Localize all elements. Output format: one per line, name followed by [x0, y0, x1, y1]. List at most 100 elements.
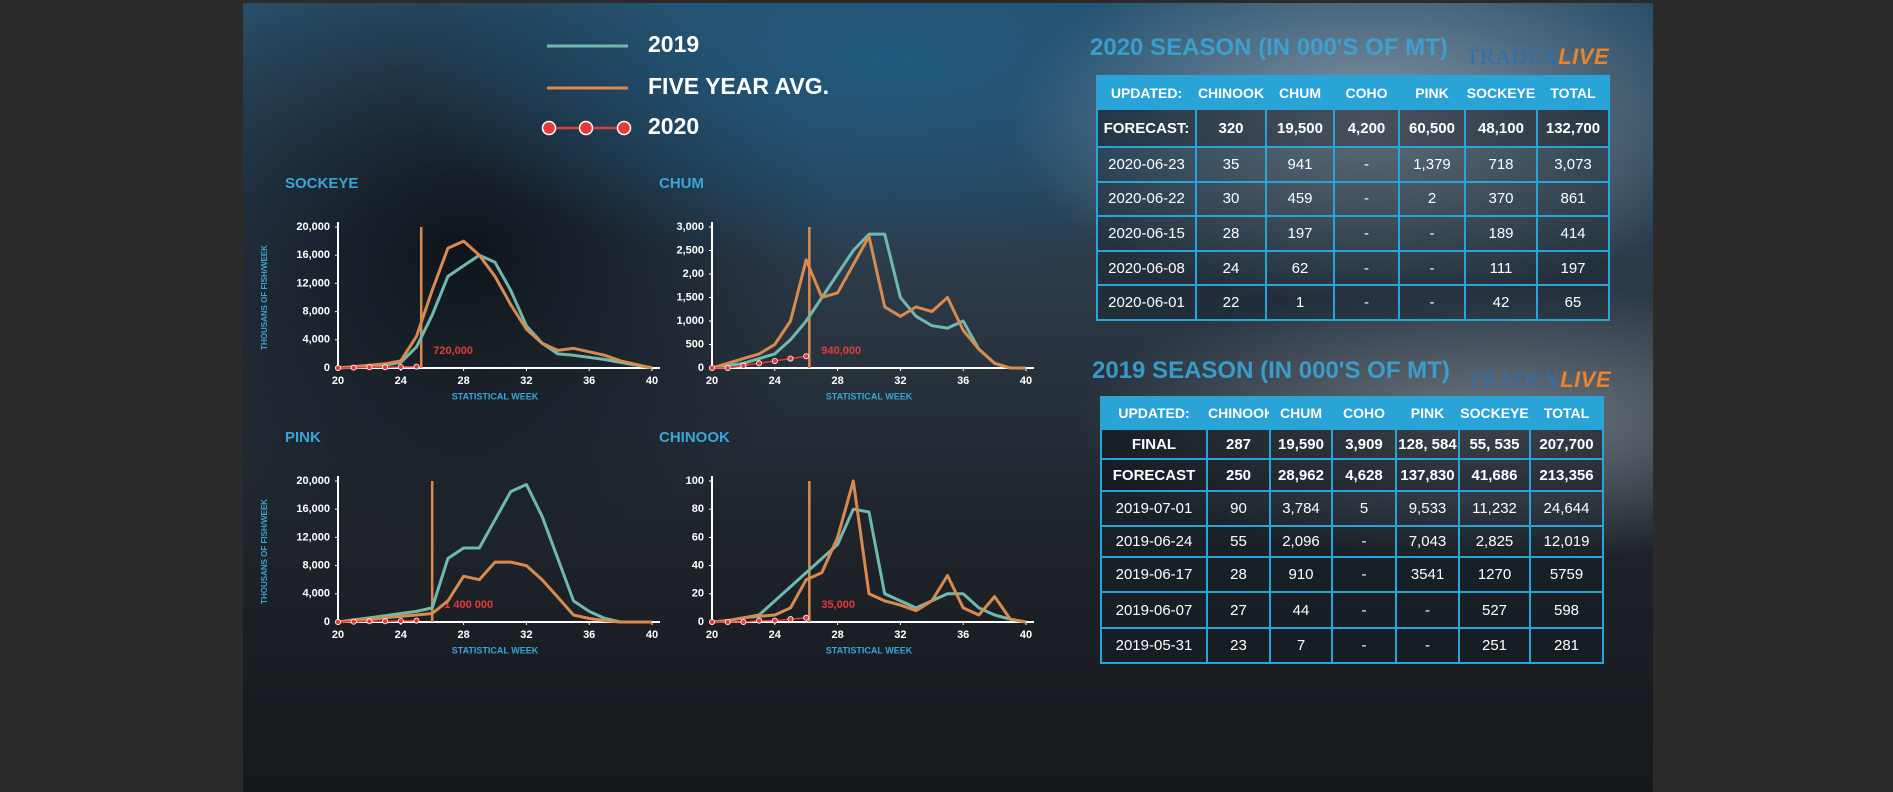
series-marker [771, 617, 778, 624]
table-cell: 62 [1265, 249, 1335, 287]
table-cell: - [1333, 146, 1400, 183]
table-title: 2020 SEASON (IN 000'S OF MT) [1090, 34, 1448, 61]
table-cell: 213,356 [1529, 458, 1604, 492]
series-marker [740, 619, 747, 626]
table-cell: 5759 [1529, 556, 1604, 593]
table-cell: 197 [1536, 249, 1610, 287]
y-tick-label: 3,000 [676, 221, 704, 233]
logo-text: TRADEX [1468, 367, 1561, 392]
table-row: 2020-06-01 22 1- -42 65 [1096, 284, 1610, 321]
y-tick-label: 0 [698, 616, 704, 628]
series-marker [724, 619, 731, 626]
y-tick-label: 60 [692, 531, 704, 543]
table-cell: 65 [1536, 284, 1610, 321]
series-line [711, 232, 1026, 370]
header-cell: TOTAL [1529, 396, 1604, 430]
table-cell: 2020-06-22 [1096, 180, 1197, 218]
header-cell: CHINOOK [1195, 75, 1267, 110]
series-marker [397, 363, 404, 370]
table-cell: 1 [1265, 284, 1335, 321]
series-marker [413, 617, 420, 624]
series-line [711, 507, 1027, 624]
table-cell: 910 [1269, 556, 1333, 593]
y-tick-label: 16,000 [296, 503, 330, 515]
header-cell: TOTAL [1536, 75, 1610, 110]
x-tick-label: 40 [1020, 629, 1032, 641]
table-cell: 3,784 [1269, 490, 1333, 527]
table-cell: 55 [1206, 525, 1271, 558]
table-title: 2019 SEASON (IN 000'S OF MT) [1092, 357, 1450, 384]
x-tick-label: 24 [769, 375, 782, 387]
header-row: UPDATED: CHINOOK CHUM COHO PINK SOCKEYE TOTAL [1100, 396, 1604, 430]
annotation: 1 400 000 [444, 599, 493, 611]
x-axis-label: STATISTICAL WEEK [452, 391, 539, 401]
table-cell: 24 [1195, 249, 1267, 287]
header-cell: CHINOOK [1206, 396, 1271, 430]
table-cell: 414 [1536, 215, 1610, 252]
series-marker [756, 617, 763, 624]
x-tick-label: 20 [332, 375, 344, 387]
table-cell: 1270 [1458, 556, 1531, 593]
header-cell: PINK [1395, 396, 1460, 430]
table-cell: 19,500 [1265, 108, 1335, 148]
table-cell: 27 [1206, 591, 1271, 629]
table-cell: 23 [1206, 627, 1271, 664]
x-tick-label: 28 [831, 629, 843, 641]
table-cell: 2,096 [1269, 525, 1333, 558]
series-marker [350, 364, 357, 371]
table-cell: 44 [1269, 591, 1333, 629]
table-cell: 137,830 [1395, 458, 1460, 492]
table-body: UPDATED: CHINOOK CHUM COHO PINK SOCKEYE TOTAL F… [1100, 396, 1604, 664]
table-cell: 941 [1265, 146, 1335, 183]
x-tick-label: 28 [457, 629, 469, 641]
table-body: UPDATED: CHINOOK CHUM COHO PINK SOCKEYE TOTAL F… [1096, 75, 1610, 321]
x-tick-label: 36 [957, 629, 969, 641]
header-cell: UPDATED: [1096, 75, 1197, 110]
table-cell: 4,200 [1333, 108, 1400, 148]
series-marker [413, 363, 420, 370]
x-tick-label: 20 [706, 629, 718, 641]
table-row: 2020-06-22 30 459-2 370 861 [1096, 180, 1610, 218]
table-cell: 3,073 [1536, 146, 1610, 183]
table-cell: 3541 [1395, 556, 1460, 593]
table-cell: - [1395, 591, 1460, 629]
logo: TRADEXLIVE [1468, 367, 1611, 393]
series-marker [724, 364, 731, 371]
series-line [337, 253, 653, 370]
table-cell: 4,628 [1331, 458, 1397, 492]
table-cell: - [1398, 284, 1466, 321]
table-row: FORECAST 250 28,962 4,628 137,830 41,686 213,3… [1100, 458, 1604, 492]
legend-marker [541, 120, 557, 136]
table-cell: - [1333, 249, 1400, 287]
table-cell: 2019-07-01 [1100, 490, 1208, 527]
table-cell: - [1331, 627, 1397, 664]
x-tick-label: 20 [332, 629, 344, 641]
y-tick-label: 1,500 [676, 291, 704, 303]
x-tick-label: 40 [646, 629, 658, 641]
series-line [711, 479, 1027, 624]
table-cell: 28,962 [1269, 458, 1333, 492]
table-cell: 207,700 [1529, 428, 1604, 460]
table-row: 2020-06-08 24 62- -111 197 [1096, 249, 1610, 287]
series-marker [709, 619, 716, 626]
table-cell: 48,100 [1464, 108, 1538, 148]
table-cell: 2020-06-23 [1096, 146, 1197, 183]
x-axis-label: STATISTICAL WEEK [452, 645, 539, 655]
table-cell: 132,700 [1536, 108, 1610, 148]
chart-title: SOCKEYE [285, 175, 358, 192]
table-cell: 9,533 [1395, 490, 1460, 527]
table-cell: - [1333, 215, 1400, 252]
header-cell: SOCKEYE [1464, 75, 1538, 110]
table-cell: 22 [1195, 284, 1267, 321]
table-cell: 861 [1536, 180, 1610, 218]
x-tick-label: 40 [646, 375, 658, 387]
series-marker [756, 360, 763, 367]
y-axis-label: THOUSANS OF FISH/WEEK [260, 245, 269, 350]
series-line [337, 239, 653, 370]
table-cell: 12,019 [1529, 525, 1604, 558]
legend-marker [578, 120, 594, 136]
y-tick-label: 0 [324, 362, 330, 374]
table-cell: 111 [1464, 249, 1538, 287]
table-cell: 19,590 [1269, 428, 1333, 460]
header-cell: CHUM [1269, 396, 1333, 430]
